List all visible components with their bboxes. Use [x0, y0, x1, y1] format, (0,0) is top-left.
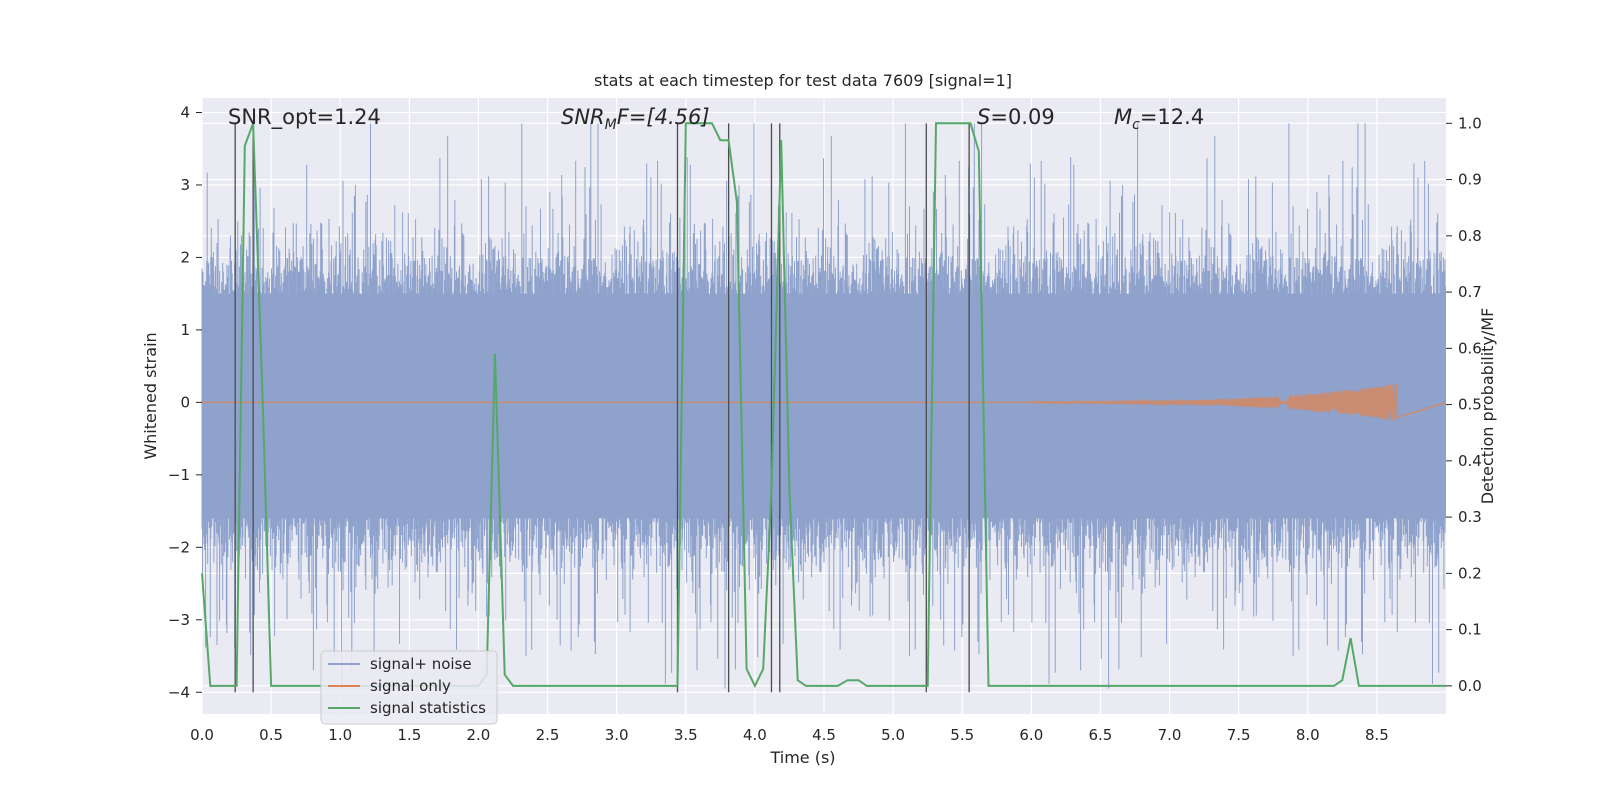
x-tick-label: 5.0: [881, 726, 905, 744]
x-tick-label: 6.5: [1089, 726, 1113, 744]
y-right-tick-label: 0.2: [1458, 564, 1482, 582]
annotation-snr-opt: SNR_opt=1.24: [228, 105, 381, 130]
x-tick-label: 7.0: [1158, 726, 1182, 744]
y-right-tick-label: 1.0: [1458, 114, 1482, 132]
x-tick-label: 5.5: [950, 726, 974, 744]
chart-title: stats at each timestep for test data 760…: [594, 71, 1012, 90]
y-right-tick-label: 0.7: [1458, 283, 1482, 301]
y-right-tick-label: 0.0: [1458, 677, 1482, 695]
x-tick-label: 4.0: [743, 726, 767, 744]
x-tick-label: 0.0: [190, 726, 214, 744]
y-left-tick-label: −4: [168, 683, 190, 701]
legend-label-signal: signal only: [370, 677, 451, 695]
x-tick-label: 6.0: [1019, 726, 1043, 744]
y-right-tick-label: 0.6: [1458, 339, 1482, 357]
y-right-tick-label: 0.1: [1458, 621, 1482, 639]
x-tick-label: 7.5: [1227, 726, 1251, 744]
x-tick-label: 8.5: [1365, 726, 1389, 744]
x-tick-label: 3.5: [674, 726, 698, 744]
y-left-tick-label: 1: [180, 321, 190, 339]
x-tick-label: 0.5: [259, 726, 283, 744]
y-right-axis-label: Detection probability/MF: [1478, 308, 1497, 505]
x-axis-label: Time (s): [769, 748, 835, 767]
annotation-mc: Mc=12.4: [1114, 105, 1204, 133]
x-tick-label: 3.0: [605, 726, 629, 744]
y-right-axis-ticks: 0.0 0.1 0.2 0.3 0.4 0.5 0.6 0.7 0.8 0.9 1.0: [1446, 114, 1482, 695]
y-right-tick-label: 0.5: [1458, 396, 1482, 414]
y-left-tick-label: −3: [168, 611, 190, 629]
legend-label-noise: signal+ noise: [370, 655, 472, 673]
x-tick-label: 8.0: [1296, 726, 1320, 744]
x-tick-label: 1.5: [397, 726, 421, 744]
x-tick-label: 2.0: [467, 726, 491, 744]
y-left-tick-label: 0: [180, 393, 190, 411]
y-left-tick-label: −2: [168, 538, 190, 556]
y-right-tick-label: 0.9: [1458, 171, 1482, 189]
y-right-tick-label: 0.4: [1458, 452, 1482, 470]
y-right-tick-label: 0.8: [1458, 227, 1482, 245]
y-right-tick-label: 0.3: [1458, 508, 1482, 526]
x-tick-label: 4.5: [812, 726, 836, 744]
y-left-tick-label: 2: [180, 248, 190, 266]
y-left-tick-label: 4: [180, 103, 190, 121]
series-signal-only: [202, 383, 1447, 422]
annotation-snr-mf: SNRMF=[4.56]: [561, 105, 710, 133]
vertical-markers: [234, 123, 970, 693]
y-left-tick-label: 3: [180, 176, 190, 194]
y-left-axis-label: Whitened strain: [141, 332, 160, 459]
legend-label-statistics: signal statistics: [370, 699, 486, 717]
y-left-axis-ticks: −4 −3 −2 −1 0 1 2 3 4: [168, 103, 202, 701]
noise-spikes: [201, 123, 1446, 689]
annotation-s: S=0.09: [977, 105, 1055, 129]
y-left-tick-label: −1: [168, 466, 190, 484]
x-axis-ticks: 0.0 0.5 1.0 1.5 2.0 2.5 3.0 3.5 4.0 4.5 5.0 5.5 6.0 6…: [190, 726, 1389, 744]
x-tick-label: 2.5: [536, 726, 560, 744]
legend-box: [320, 650, 498, 725]
x-tick-label: 1.0: [328, 726, 352, 744]
legend: signal+ noise signal only signal statist…: [320, 650, 498, 725]
